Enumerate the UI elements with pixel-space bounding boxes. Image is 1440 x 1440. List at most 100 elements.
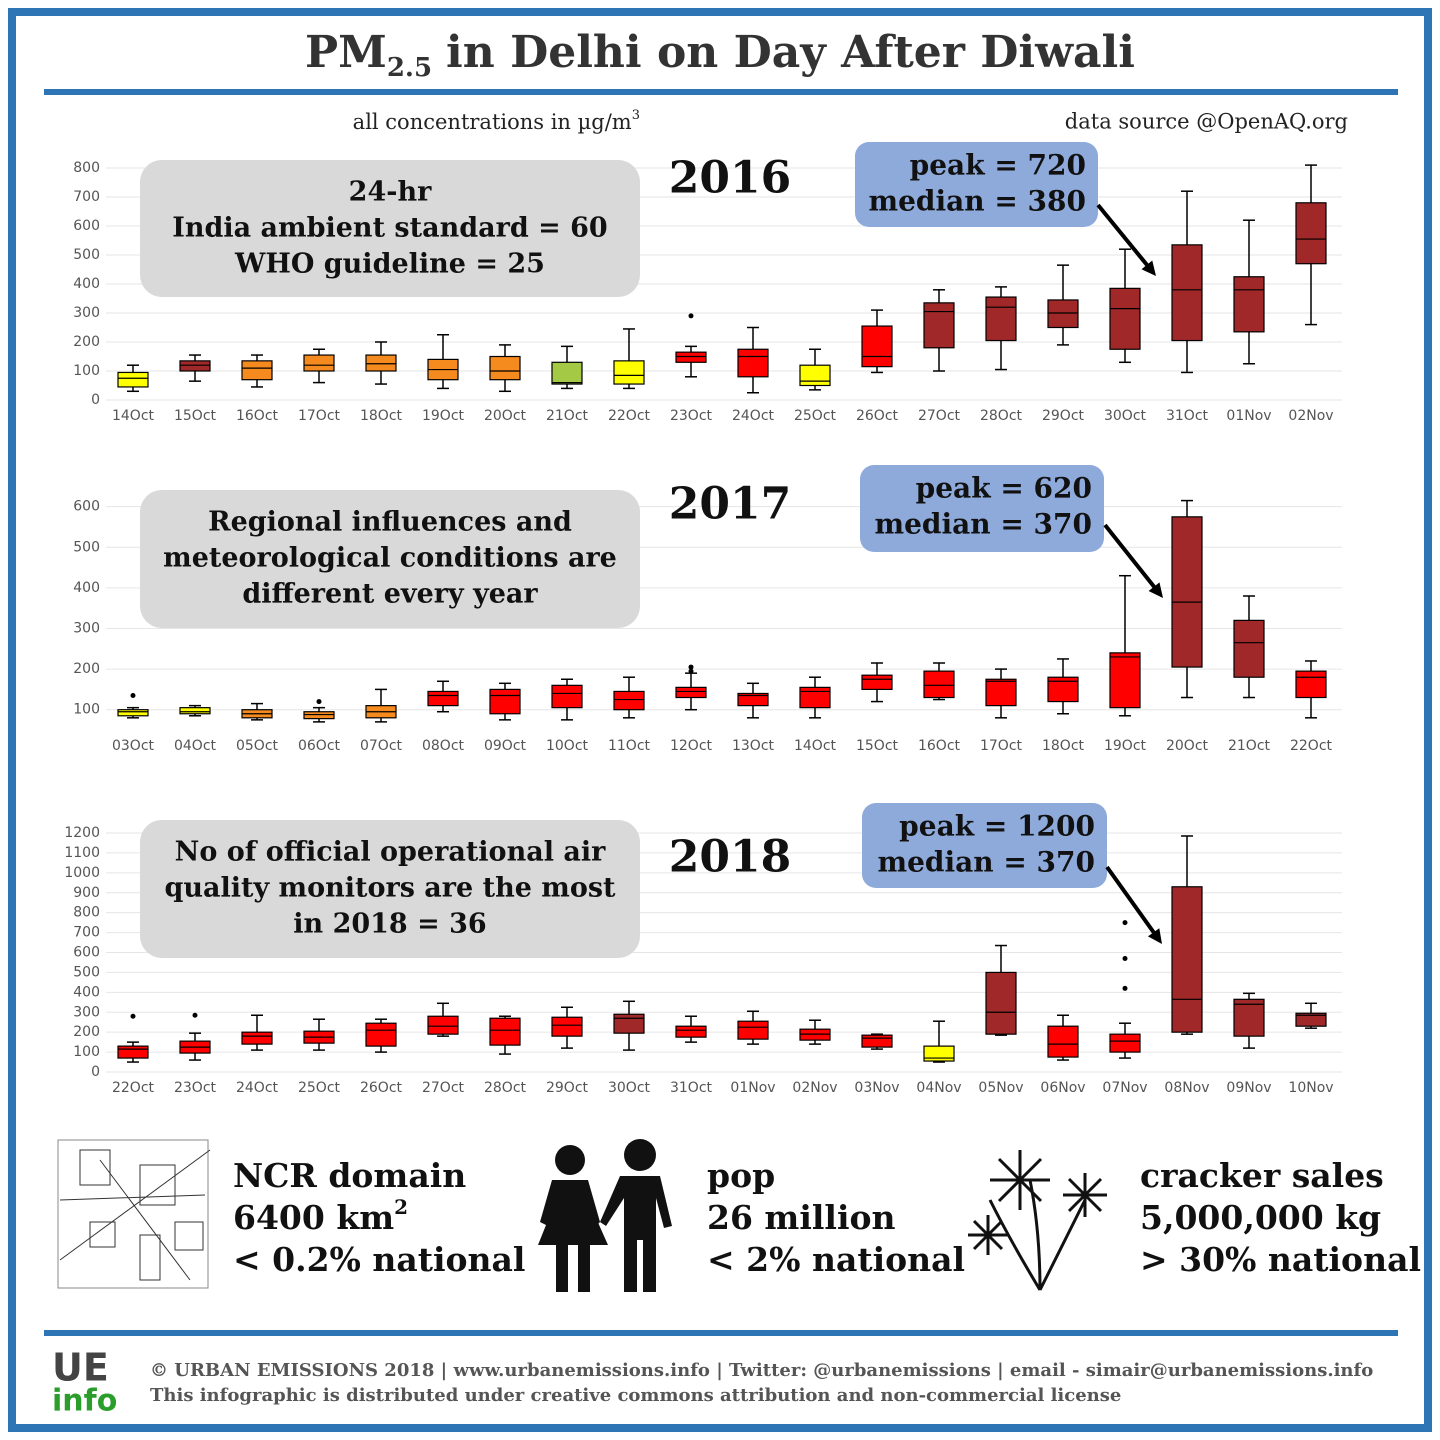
- callout-box: [860, 465, 1104, 552]
- box: [923, 670, 955, 699]
- x-tick-label: 20Oct: [484, 408, 527, 424]
- y-tick-label: 600: [73, 218, 100, 234]
- note-line: 24-hr: [349, 177, 432, 208]
- units-text: all concentrations in µg/m: [353, 110, 632, 134]
- note-line: in 2018 = 36: [293, 909, 486, 940]
- callout-line: median = 370: [877, 846, 1095, 879]
- arrow-head: [1148, 582, 1163, 598]
- x-tick-label: 24Oct: [236, 1080, 279, 1096]
- box: [1233, 619, 1265, 678]
- x-tick-label: 17Oct: [980, 738, 1023, 754]
- callout-box: [862, 803, 1107, 888]
- frame: [8, 8, 1432, 1432]
- x-tick-label: 28Oct: [980, 408, 1023, 424]
- y-tick-label: 800: [73, 905, 100, 921]
- map-box: [79, 1149, 111, 1186]
- x-tick-label: 31Oct: [670, 1080, 713, 1096]
- box: [737, 348, 769, 378]
- units-sup: 3: [632, 108, 640, 123]
- arrow-shaft: [1105, 865, 1158, 938]
- box: [365, 354, 397, 372]
- fireworks-icon: [968, 1150, 1107, 1291]
- note-line: different every year: [242, 579, 538, 610]
- note-line: WHO guideline = 25: [234, 249, 545, 280]
- x-tick-label: 09Nov: [1226, 1080, 1271, 1096]
- y-tick-label: 900: [73, 885, 100, 901]
- box: [737, 692, 769, 707]
- x-tick-label: 22Oct: [112, 1080, 155, 1096]
- note-line: No of official operational air: [175, 837, 606, 868]
- x-tick-label: 27Oct: [422, 1080, 465, 1096]
- outlier: [316, 699, 322, 705]
- y-tick-label: 500: [73, 539, 100, 555]
- woman: [538, 1180, 608, 1292]
- box: [675, 351, 707, 363]
- y-tick-label: 400: [73, 984, 100, 1000]
- stat-share: < 0.2% national: [233, 1240, 525, 1279]
- callout-line: peak = 620: [916, 472, 1092, 505]
- x-tick-label: 01Nov: [1226, 408, 1271, 424]
- callout-box: [855, 142, 1098, 227]
- stat-title: cracker sales: [1140, 1156, 1384, 1195]
- x-tick-label: 08Oct: [422, 738, 465, 754]
- note-box: [140, 160, 640, 297]
- arrow-head: [1141, 260, 1156, 276]
- title-prefix: PM: [305, 27, 387, 78]
- box: [613, 1013, 645, 1034]
- note-box: [140, 490, 640, 628]
- x-tick-label: 07Oct: [360, 738, 403, 754]
- outlier: [688, 664, 694, 670]
- y-tick-label: 800: [73, 160, 100, 176]
- box: [1233, 276, 1265, 333]
- box: [489, 1017, 521, 1046]
- note-line: meteorological conditions are: [163, 543, 617, 574]
- box: [365, 1022, 397, 1047]
- y-tick-label: 600: [73, 945, 100, 961]
- box: [303, 711, 335, 720]
- box: [303, 354, 335, 372]
- box: [861, 325, 893, 368]
- outlier: [1122, 985, 1128, 991]
- map-box: [174, 1221, 204, 1251]
- y-tick-label: 1100: [64, 845, 100, 861]
- x-tick-label: 29Oct: [546, 1080, 589, 1096]
- x-tick-label: 01Nov: [730, 1080, 775, 1096]
- license: This infographic is distributed under cr…: [150, 1385, 1121, 1406]
- x-tick-label: 09Oct: [484, 738, 527, 754]
- head: [624, 1139, 656, 1171]
- box: [737, 1020, 769, 1040]
- callout-line: peak = 1200: [899, 810, 1095, 843]
- year-label: 2017: [669, 479, 791, 530]
- x-tick-label: 26Oct: [856, 408, 899, 424]
- map-box: [89, 1221, 116, 1248]
- x-tick-label: 19Oct: [422, 408, 465, 424]
- box: [1295, 1012, 1327, 1027]
- y-tick-label: 200: [73, 1024, 100, 1040]
- x-tick-label: 02Nov: [1288, 408, 1333, 424]
- y-tick-label: 200: [73, 661, 100, 677]
- arrow-shaft: [1096, 203, 1152, 270]
- x-tick-label: 16Oct: [918, 738, 961, 754]
- logo-bottom: info: [52, 1384, 117, 1419]
- box: [1295, 202, 1327, 265]
- y-tick-label: 0: [91, 1064, 100, 1080]
- box: [427, 690, 459, 707]
- map-icon: [57, 1139, 211, 1289]
- box: [117, 371, 149, 388]
- y-tick-label: 400: [73, 580, 100, 596]
- x-tick-label: 06Oct: [298, 738, 341, 754]
- x-tick-label: 25Oct: [794, 408, 837, 424]
- box: [613, 360, 645, 385]
- x-tick-label: 23Oct: [174, 1080, 217, 1096]
- y-tick-label: 700: [73, 925, 100, 941]
- box: [179, 707, 211, 715]
- page-title: PM2.5 in Delhi on Day After Diwali: [305, 27, 1135, 84]
- title-rest: in Delhi on Day After Diwali: [446, 27, 1135, 78]
- box: [985, 678, 1017, 707]
- arrow-head: [1147, 928, 1162, 944]
- note-line: quality monitors are the most: [164, 873, 616, 904]
- box: [551, 684, 583, 709]
- x-tick-label: 18Oct: [1042, 738, 1085, 754]
- box: [1171, 244, 1203, 342]
